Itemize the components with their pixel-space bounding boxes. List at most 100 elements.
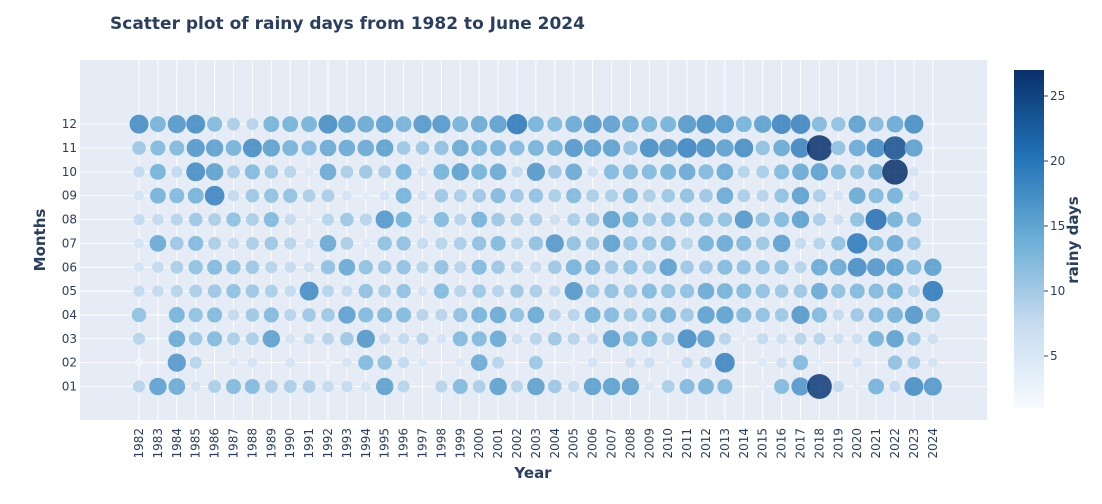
data-point [225, 283, 242, 299]
data-point [205, 162, 224, 182]
data-point [680, 356, 694, 369]
data-point [849, 307, 865, 323]
x-tick-label: 2016 [775, 428, 789, 459]
data-point [471, 330, 488, 347]
data-point [641, 212, 657, 227]
data-point [339, 236, 354, 251]
x-tick-label: 1997 [416, 428, 430, 459]
data-point [262, 138, 281, 158]
colorbar-gradient [1014, 70, 1044, 408]
data-point [621, 377, 640, 396]
data-point [396, 140, 411, 156]
data-point [773, 163, 790, 180]
data-point [774, 307, 789, 323]
data-point [188, 212, 204, 227]
data-point [566, 212, 581, 227]
data-point [640, 115, 658, 133]
data-point [395, 306, 412, 324]
y-tick-label: 06 [62, 260, 77, 274]
data-point [320, 307, 336, 323]
data-point [659, 306, 677, 324]
data-point [696, 305, 716, 325]
data-point [227, 189, 240, 202]
data-point [417, 190, 428, 202]
data-point [511, 332, 523, 345]
data-point [774, 283, 789, 299]
data-point [716, 282, 734, 300]
data-point [755, 236, 771, 251]
data-point [567, 308, 581, 322]
data-point [546, 139, 564, 157]
data-point [323, 358, 333, 368]
data-point [755, 283, 771, 299]
data-point [679, 378, 696, 395]
data-point [302, 379, 317, 394]
data-point [586, 166, 599, 178]
data-point [622, 187, 639, 204]
data-point [245, 117, 259, 131]
data-point [699, 356, 713, 370]
data-point [906, 211, 922, 228]
data-point [623, 307, 638, 323]
data-point [602, 210, 621, 229]
x-tick-label: 2013 [718, 428, 732, 459]
data-point [698, 188, 714, 204]
data-point [434, 236, 448, 250]
data-point [906, 236, 922, 251]
data-point [602, 114, 621, 134]
x-axis-ticks: 1982 1983 1984 1985 1986 1987 1988 1989 1990 1991… [132, 428, 940, 459]
data-point [643, 356, 656, 369]
data-point [868, 283, 885, 300]
data-point [490, 235, 507, 252]
data-point [806, 373, 833, 400]
data-point [547, 379, 563, 394]
data-point [565, 187, 582, 204]
data-point [321, 212, 335, 227]
data-point [395, 235, 412, 252]
data-point [416, 237, 429, 250]
data-point [586, 332, 599, 346]
data-point [356, 139, 375, 157]
data-point [526, 162, 546, 182]
data-point [830, 116, 846, 132]
data-point [851, 357, 863, 369]
data-point [206, 259, 223, 276]
colorbar-tick-label: 25 [1050, 89, 1065, 103]
data-point [529, 332, 543, 346]
data-point [773, 259, 790, 275]
data-point [755, 211, 771, 228]
data-point [488, 377, 508, 396]
data-point [169, 236, 185, 251]
data-point [263, 211, 280, 228]
data-point [715, 305, 735, 325]
colorbar-tick-label: 10 [1050, 284, 1065, 298]
data-point [375, 138, 394, 158]
data-point [338, 139, 356, 157]
data-point [434, 308, 448, 322]
data-point [510, 260, 524, 274]
data-point [851, 332, 864, 345]
data-point [283, 379, 298, 394]
data-point [470, 115, 489, 133]
data-point [187, 187, 205, 205]
data-point [642, 188, 657, 203]
data-point [812, 236, 826, 250]
data-point [245, 331, 260, 346]
data-point [453, 284, 467, 298]
data-point [397, 332, 410, 346]
data-point [264, 379, 279, 394]
data-point [734, 210, 754, 230]
data-point [206, 306, 223, 324]
data-point [794, 237, 807, 250]
data-point [848, 114, 867, 134]
data-point [659, 163, 677, 181]
data-point [907, 284, 921, 298]
x-tick-label: 1995 [378, 428, 392, 459]
data-point [357, 354, 374, 371]
data-point [714, 352, 736, 373]
data-point [263, 236, 279, 251]
data-point [868, 187, 885, 204]
data-point [564, 163, 583, 181]
data-point [564, 138, 584, 158]
data-point [451, 139, 470, 157]
